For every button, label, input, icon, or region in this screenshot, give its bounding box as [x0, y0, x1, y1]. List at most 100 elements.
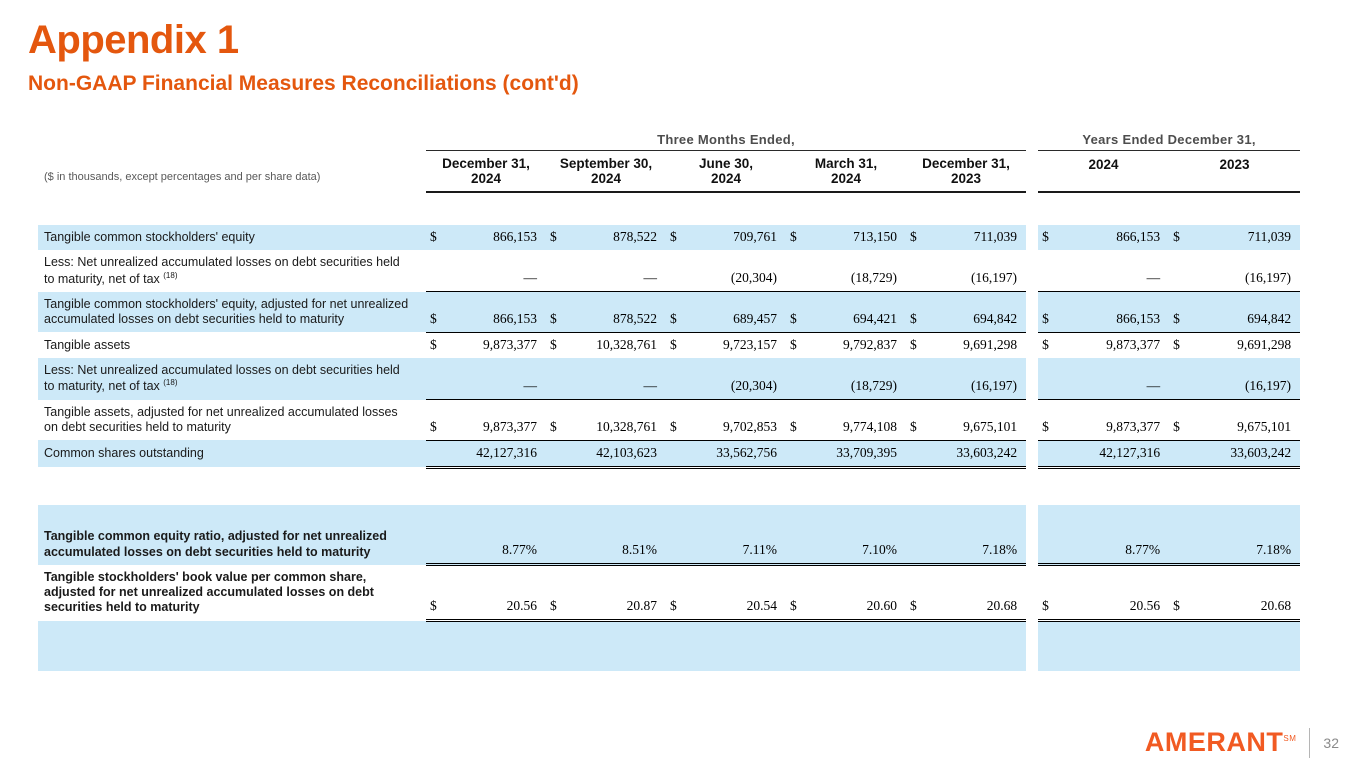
column-header: September 30, 2024	[546, 150, 666, 193]
value-cell: $20.68	[1169, 564, 1301, 623]
value-cell: $711,039	[906, 225, 1027, 251]
spacer-cell	[1026, 192, 1038, 225]
reconciliation-table-container: ($ in thousands, except percentages and …	[38, 128, 1301, 671]
page-title: Appendix 1	[28, 18, 239, 62]
spacer-row	[38, 620, 1301, 671]
page-subtitle: Non-GAAP Financial Measures Reconciliati…	[28, 72, 579, 95]
value-cell: $694,842	[906, 291, 1027, 333]
value-cell: 8.77%	[1038, 505, 1170, 567]
table-row: Less: Net unrealized accumulated losses …	[38, 358, 1301, 401]
value-cell: —	[546, 358, 666, 401]
value-cell: $9,675,101	[1169, 399, 1301, 441]
spacer-cell	[38, 620, 1027, 671]
value-cell: $694,421	[786, 291, 906, 333]
value-cell: (18,729)	[786, 250, 906, 293]
value-cell: —	[1038, 358, 1170, 401]
gutter-cell	[1026, 225, 1038, 250]
value-cell: 33,603,242	[1169, 440, 1301, 469]
value-cell: (16,197)	[1169, 358, 1301, 401]
gutter-cell	[1026, 358, 1038, 400]
brand-servicemark: SM	[1283, 734, 1297, 743]
column-header: December 31, 2023	[906, 150, 1027, 193]
value-cell: 7.11%	[666, 505, 786, 567]
value-cell: $20.60	[786, 564, 906, 623]
page-number: 32	[1323, 734, 1339, 751]
value-cell: $20.56	[426, 564, 546, 623]
value-cell: 42,127,316	[1038, 440, 1170, 469]
table-body: Tangible common stockholders' equity $866…	[38, 192, 1301, 671]
value-cell: $10,328,761	[550, 336, 657, 352]
column-header: June 30, 2024	[666, 150, 786, 193]
amerant-logo: AMERANTSM	[1145, 727, 1297, 758]
column-header: December 31, 2024	[426, 150, 546, 193]
value-cell: 33,603,242	[906, 440, 1027, 469]
footer-divider	[1309, 727, 1311, 758]
value-cell: (20,304)	[666, 250, 786, 293]
value-cell: 7.10%	[786, 505, 906, 567]
gutter-cell	[1026, 332, 1038, 358]
table-row: Tangible assets, adjusted for net unreal…	[38, 399, 1301, 441]
footer: AMERANTSM 32	[1145, 727, 1339, 758]
value-cell: $20.56	[1038, 564, 1170, 623]
value-cell: $689,457	[666, 291, 786, 333]
value-cell: (16,197)	[1169, 250, 1301, 293]
spacer-cell	[1038, 467, 1300, 505]
value-cell: $9,691,298	[1173, 336, 1292, 352]
value-cell: $9,873,377	[1038, 399, 1170, 441]
row-label: Tangible assets, adjusted for net unreal…	[44, 404, 398, 434]
row-label: Less: Net unrealized accumulated losses …	[38, 358, 426, 400]
spacer-cell	[1038, 192, 1300, 225]
group-header-row: ($ in thousands, except percentages and …	[38, 128, 1301, 183]
value-cell: $866,153	[1038, 225, 1170, 251]
value-cell: 7.18%	[906, 505, 1027, 567]
value-cell: 42,103,623	[546, 440, 666, 469]
value-cell: $9,675,101	[906, 399, 1027, 441]
table-row: Tangible common stockholders' equity $866…	[38, 225, 1301, 251]
spacer-cell	[1026, 621, 1038, 671]
spacer-cell	[1026, 467, 1038, 505]
table-row: Tangible assets $9,873,377 $10,328,761 $9,7…	[38, 332, 1300, 358]
column-header-row: December 31, 2024 September 30, 2024 Jun…	[38, 150, 1301, 193]
value-cell: (18,729)	[786, 358, 906, 401]
row-label: Tangible common stockholders' equity, ad…	[38, 291, 426, 333]
value-cell: $711,039	[1169, 225, 1301, 251]
value-cell: 33,562,756	[666, 440, 786, 469]
gutter-cell	[1026, 292, 1038, 333]
value-cell: (16,197)	[906, 358, 1027, 401]
value-cell: $9,873,377	[1042, 336, 1161, 352]
value-cell: $9,792,837	[790, 336, 897, 352]
gutter-cell	[1026, 565, 1038, 621]
gutter-cell	[1026, 400, 1038, 441]
value-cell: $9,774,108	[786, 399, 906, 441]
row-label: Tangible common equity ratio, adjusted f…	[38, 505, 426, 565]
spacer-cell	[38, 192, 1026, 225]
group-header-three-months: Three Months Ended,	[426, 128, 1027, 151]
table-row: Tangible common equity ratio, adjusted f…	[38, 505, 1301, 567]
value-cell: $20.54	[666, 564, 786, 623]
financial-table: ($ in thousands, except percentages and …	[38, 128, 1301, 671]
value-cell: $9,873,377	[430, 336, 537, 352]
row-label: Less: Net unrealized accumulated losses …	[44, 255, 400, 286]
value-cell: —	[426, 250, 546, 293]
value-cell: $709,761	[666, 225, 786, 251]
row-label: Tangible common stockholders' equity	[38, 225, 426, 251]
value-cell: $713,150	[786, 225, 906, 251]
value-cell: $878,522	[546, 291, 666, 333]
table-row: Less: Net unrealized accumulated losses …	[38, 250, 1301, 293]
table-row: Tangible common stockholders' equity, ad…	[38, 291, 1301, 333]
value-cell: (20,304)	[666, 358, 786, 401]
column-header: March 31, 2024	[786, 150, 906, 193]
table-note: ($ in thousands, except percentages and …	[44, 170, 321, 183]
value-cell: 42,127,316	[426, 440, 546, 469]
spacer-row	[38, 192, 1300, 225]
gutter-cell	[1026, 250, 1038, 292]
spacer-row	[38, 467, 1300, 505]
column-header-year: 2023	[1169, 150, 1301, 193]
value-cell: $866,153	[426, 225, 546, 251]
column-header-year: 2024	[1038, 150, 1170, 193]
value-cell: $20.68	[906, 564, 1027, 623]
gutter-cell	[1026, 440, 1038, 467]
table-row: Common shares outstanding 42,127,316 42,10…	[38, 440, 1301, 469]
value-cell: $878,522	[546, 225, 666, 251]
value-cell: 8.51%	[546, 505, 666, 567]
